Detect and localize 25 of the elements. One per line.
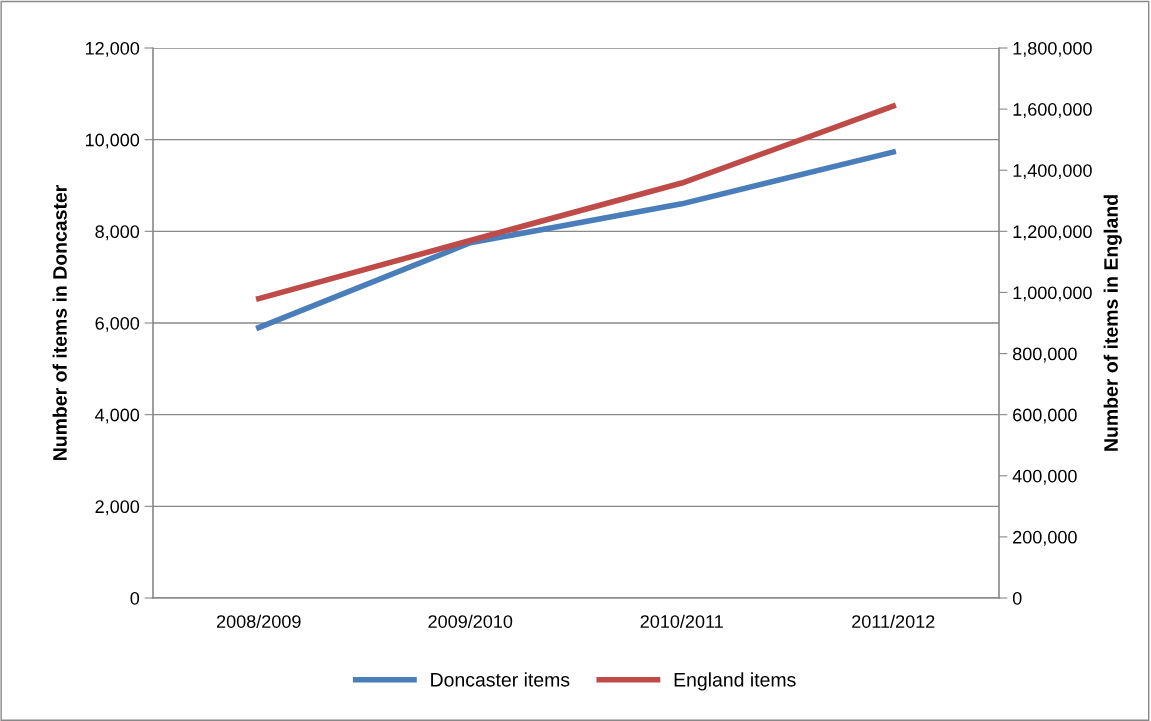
y2-tick-label: 0: [1012, 591, 1022, 605]
x-tick-label: 2011/2012: [852, 614, 935, 628]
y-tick-label: 2,000: [95, 500, 140, 516]
x-tick-label: 2009/2010: [428, 614, 513, 628]
y2-tick-label: 1,800,000: [1013, 41, 1092, 57]
x-tick-label: 2010/2011: [640, 614, 723, 628]
y2-tick-label: 1,200,000: [1013, 225, 1092, 241]
y-tick-label: 10,000: [85, 133, 140, 149]
legend-label: England items: [674, 672, 796, 691]
y2-tick-label: 1,400,000: [1013, 164, 1092, 180]
y-axis-title: Number of items in Doncaster: [52, 184, 67, 460]
y2-axis-title: Number of items in England: [1103, 195, 1122, 451]
y-tick-label: 6,000: [95, 316, 140, 332]
y2-tick-label: 800,000: [1012, 347, 1077, 363]
x-tick-label: 2008/2009: [216, 614, 301, 628]
y2-tick-label: 200,000: [1013, 530, 1077, 546]
legend-label: Doncaster items: [431, 672, 570, 687]
y-tick-label: 0: [130, 591, 140, 605]
y2-tick-label: 400,000: [1012, 469, 1077, 485]
y-tick-label: 8,000: [95, 225, 140, 241]
y-tick-label: 4,000: [95, 408, 140, 424]
y-tick-label: 12,000: [85, 41, 140, 57]
y2-tick-label: 1,600,000: [1013, 103, 1092, 118]
y2-tick-label: 600,000: [1013, 408, 1077, 424]
y2-tick-label: 1,000,000: [1013, 286, 1092, 302]
